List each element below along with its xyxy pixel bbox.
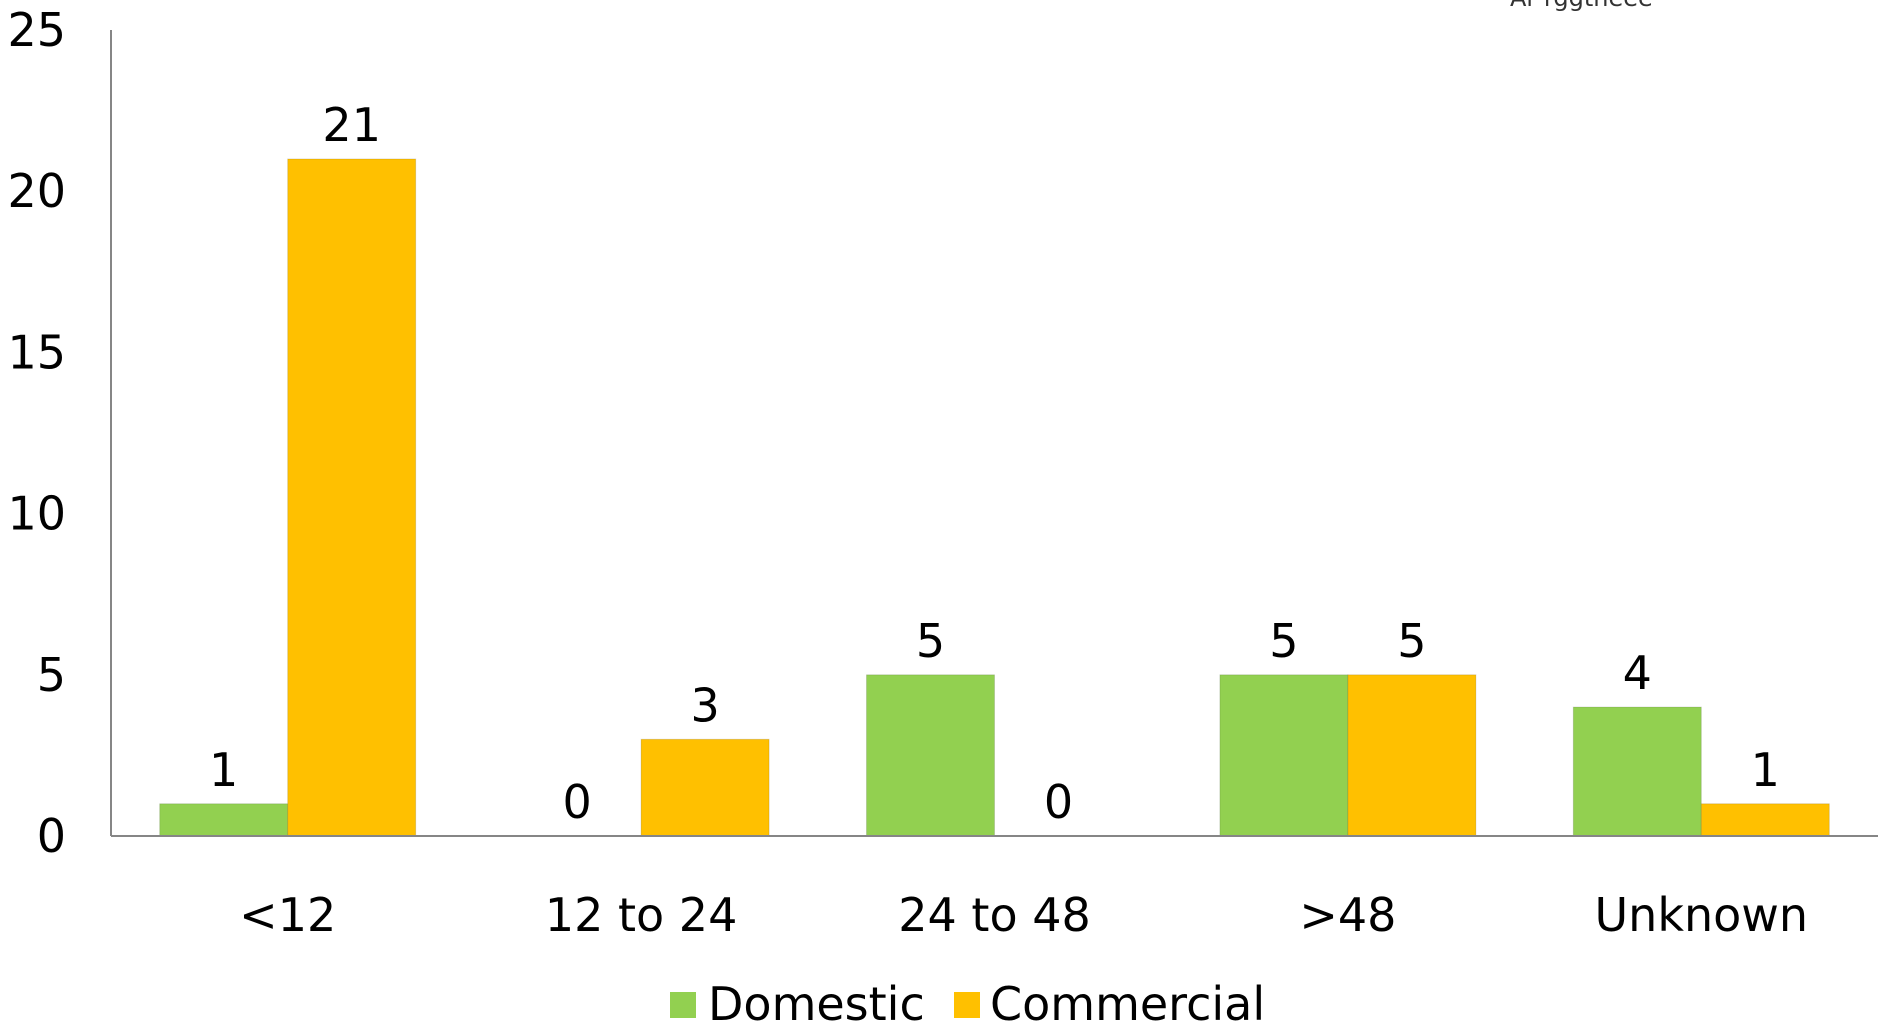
legend-swatch-domestic [670,992,696,1018]
bars [159,158,1830,837]
y-tick-label: 15 [7,325,66,379]
y-tick-label: 5 [37,648,66,702]
x-category-label: Unknown [1595,888,1809,942]
bar-domestic [1572,706,1702,837]
data-labels: 1 21 0 3 5 0 5 5 4 1 [209,98,1780,829]
bar-commercial [1700,803,1830,837]
y-tick-label: 10 [7,487,66,541]
y-tick-label: 0 [37,809,66,863]
y-tick-label: 25 [7,3,66,57]
data-label: 0 [562,775,591,829]
x-axis-categories: <12 12 to 24 24 to 48 >48 Unknown [239,888,1808,942]
bar-domestic [159,803,289,837]
x-category-label: 12 to 24 [545,888,738,942]
data-label: 5 [1269,614,1298,668]
data-label: 3 [690,678,719,732]
legend-label-commercial: Commercial [990,977,1265,1025]
y-axis-ticks: 0 5 10 15 20 25 [7,3,66,863]
data-label: 1 [209,743,238,797]
data-label: 21 [322,98,381,152]
bar-domestic [866,674,995,837]
data-label: 1 [1751,743,1780,797]
data-label: 4 [1623,646,1652,700]
bar-domestic [1219,674,1349,837]
x-category-label: >48 [1299,888,1396,942]
bar-commercial [1347,674,1477,837]
legend-swatch-commercial [954,992,980,1018]
corner-text: Ar rggtheee [1510,0,1653,12]
legend: Domestic Commercial [670,977,1265,1025]
bar-commercial [287,158,417,837]
x-category-label: <12 [239,888,336,942]
x-category-label: 24 to 48 [898,888,1091,942]
bar-commercial [640,738,770,837]
data-label: 0 [1044,775,1073,829]
data-label: 5 [916,614,945,668]
legend-label-domestic: Domestic [708,977,925,1025]
data-label: 5 [1397,614,1426,668]
y-tick-label: 20 [7,164,66,218]
axes [110,30,1878,837]
